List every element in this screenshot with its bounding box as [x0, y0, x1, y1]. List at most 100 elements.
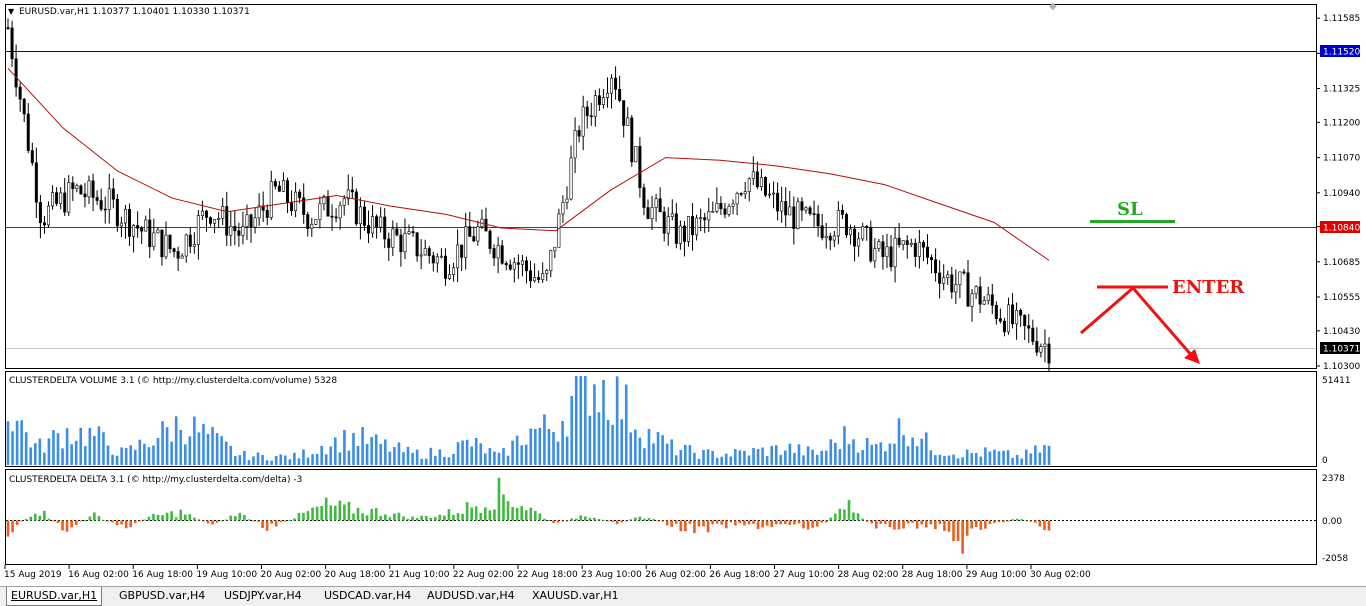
volume-bar [997, 451, 1001, 465]
volume-bar [947, 455, 951, 465]
candle-body [658, 198, 662, 213]
volume-bar [656, 431, 660, 465]
x-tick-label: 26 Aug 02:00 [645, 570, 706, 580]
x-tick-label: 26 Aug 18:00 [709, 570, 770, 580]
delta-bar [588, 517, 592, 521]
delta-bar [106, 520, 110, 522]
delta-bar [624, 520, 628, 522]
tab-xauusd-h1[interactable]: XAUUSD.var,H1 [532, 589, 619, 602]
y-axis-ticks: 1.115851.114551.113251.112001.110701.109… [1316, 14, 1360, 372]
candle-body [751, 171, 755, 179]
delta-bar [83, 520, 87, 522]
candle-body [144, 219, 148, 232]
delta-bar [811, 520, 814, 528]
candle-body [589, 115, 593, 118]
volume-bar [152, 445, 155, 465]
volume-bar [674, 455, 678, 465]
delta-bar [656, 520, 660, 522]
delta-bar [584, 516, 587, 521]
y-tick-label: 1.11070 [1323, 154, 1360, 164]
candle-body [87, 180, 91, 198]
delta-bar [556, 520, 560, 523]
candle-body [75, 185, 79, 189]
volume-bar [411, 452, 414, 465]
delta-bar [897, 520, 901, 530]
volume-bar [83, 446, 87, 465]
x-tick-label: 15 Aug 2019 [4, 570, 62, 580]
candle-body [51, 192, 55, 207]
volume-bar [52, 430, 55, 465]
volume-bar [279, 454, 283, 465]
candle-body [257, 205, 261, 219]
candle-body [277, 185, 281, 192]
delta-bar [279, 520, 283, 523]
chart-collapse-icon[interactable]: ▼ [8, 7, 15, 16]
candle-body [91, 180, 95, 198]
candle-body [873, 248, 877, 262]
delta-bar [943, 520, 946, 531]
delta-bar [815, 520, 819, 527]
volume-bars [6, 376, 1051, 465]
candle-body [974, 286, 978, 295]
volume-bar [124, 447, 128, 465]
volume-bar [556, 441, 560, 465]
candle-body [302, 197, 306, 215]
candle-body [407, 231, 411, 234]
delta-bar [229, 515, 233, 521]
volume-bar [188, 436, 192, 465]
delta-bar [347, 501, 351, 521]
volume-bar [111, 454, 114, 465]
volume-bar [911, 437, 914, 465]
delta-bar [379, 515, 383, 521]
candle-body [978, 286, 982, 305]
volume-bar [420, 458, 423, 465]
delta-bar [29, 516, 33, 521]
volume-bar [20, 420, 23, 465]
volume-bar [115, 455, 119, 465]
volume-bar [224, 441, 228, 465]
tab-eurusd-h1[interactable]: EURUSD.var,H1 [6, 587, 103, 606]
candle-body [763, 177, 767, 196]
candle-body [285, 180, 289, 203]
candle-body [824, 235, 828, 239]
delta-bar [629, 519, 633, 521]
volume-bar [393, 447, 396, 465]
scroll-marker-icon[interactable]: ◆ [1049, 1, 1057, 12]
candle-body [626, 117, 630, 126]
candle-body [6, 27, 10, 29]
delta-bar [956, 520, 960, 542]
y-tick-label: 1.10685 [1323, 258, 1360, 268]
delta-bar [24, 518, 28, 521]
volume-bar [183, 444, 187, 465]
delta-bar [465, 502, 469, 521]
candle-body [265, 210, 269, 218]
volume-bar [338, 452, 342, 465]
volume-bar [329, 446, 333, 465]
candle-body [573, 130, 577, 159]
delta-bar [820, 520, 824, 523]
price-label-blue: 1.11520 [1323, 48, 1360, 58]
candle-body [435, 256, 439, 264]
candle-body [1031, 327, 1035, 342]
candle-body [832, 235, 836, 241]
delta-bar [474, 506, 478, 521]
delta-bar [61, 520, 64, 531]
x-tick-label: 16 Aug 02:00 [68, 570, 129, 580]
volume-bar [315, 453, 319, 465]
volume-ymax: 51411 [1322, 376, 1351, 386]
volume-bar [602, 379, 605, 465]
x-tick-label: 28 Aug 18:00 [902, 570, 963, 580]
volume-bar [1011, 457, 1014, 465]
tab-audusd-h4[interactable]: AUDUSD.var,H4 [427, 589, 515, 602]
volume-bar [529, 428, 533, 465]
y-tick-label: 1.10300 [1323, 362, 1360, 372]
delta-bar [974, 520, 978, 528]
volume-bar [493, 451, 496, 465]
tab-usdcad-h4[interactable]: USDCAD.var,H4 [324, 589, 412, 602]
volume-bar [343, 429, 346, 465]
tab-gbpusd-h4[interactable]: GBPUSD.var,H4 [119, 589, 206, 602]
tab-usdjpy-h4[interactable]: USDJPY.var,H4 [224, 589, 302, 602]
delta-bar [365, 515, 369, 521]
delta-bar [906, 520, 910, 524]
volume-bar [688, 445, 692, 465]
